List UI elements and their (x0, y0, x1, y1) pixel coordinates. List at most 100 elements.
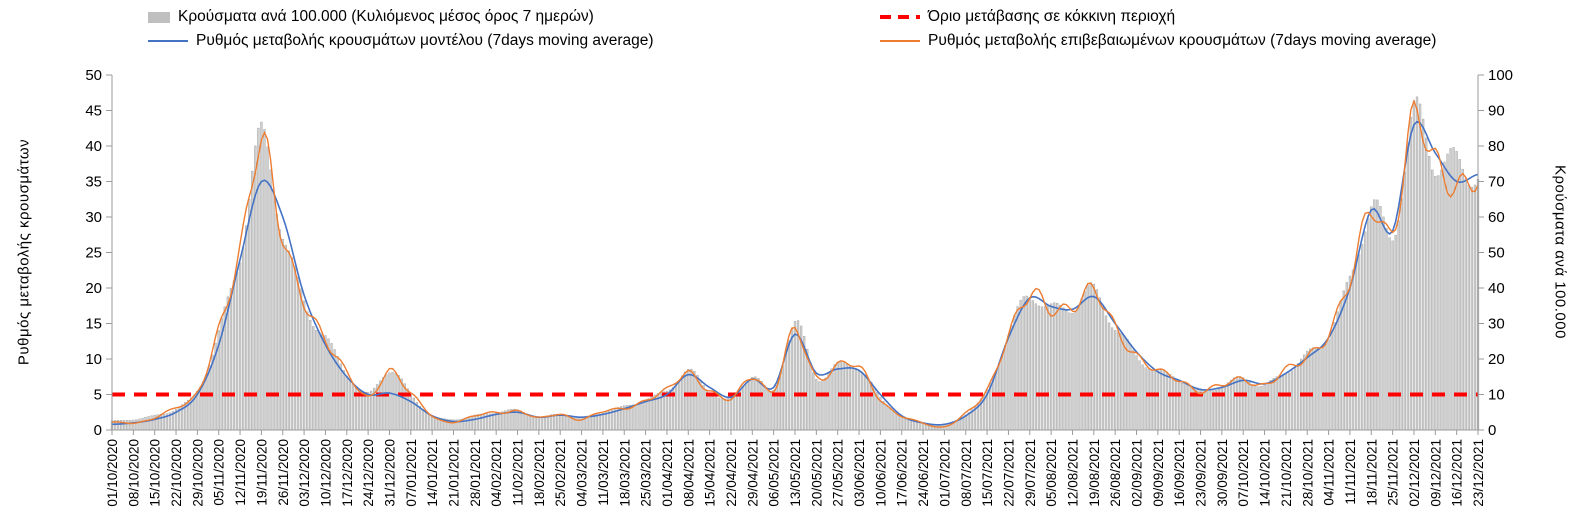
legend-label-cases-bars: Κρούσματα ανά 100.000 (Κυλιόμενος μέσος … (178, 8, 594, 25)
x-axis-tick-label: 07/01/2021 (404, 439, 419, 507)
x-axis-tick-label: 16/12/2021 (1450, 439, 1465, 507)
x-axis-tick-label: 01/07/2021 (937, 439, 952, 507)
threshold-legend-swatch-icon (880, 15, 920, 19)
x-axis-tick-label: 22/10/2020 (169, 439, 184, 507)
x-axis-tick-label: 19/08/2021 (1087, 439, 1102, 507)
right-axis-title: Κρούσματα ανά 100.000 (1551, 165, 1569, 339)
x-axis-tick-label: 09/09/2021 (1151, 439, 1166, 507)
x-axis-tick-label: 02/12/2021 (1407, 439, 1422, 507)
right-axis-tick-label: 80 (1488, 138, 1505, 155)
right-axis-tick-label: 40 (1488, 280, 1505, 297)
right-axis-tick-label: 60 (1488, 209, 1505, 226)
x-axis-tick-label: 25/02/2021 (553, 439, 568, 507)
x-axis-tick-label: 21/01/2021 (447, 439, 462, 507)
left-axis-tick-label: 25 (85, 245, 102, 262)
x-axis-tick-label: 05/08/2021 (1044, 439, 1059, 507)
left-axis-tick-label: 20 (85, 280, 102, 297)
legend-label-threshold: Όριο μετάβασης σε κόκκινη περιοχή (928, 8, 1176, 25)
legend-label-confirmed-line: Ρυθμός μεταβολής επιβεβαιωμένων κρουσμάτ… (928, 32, 1437, 49)
x-axis-tick-label: 23/12/2021 (1471, 439, 1486, 507)
x-axis-tick-label: 26/08/2021 (1108, 439, 1123, 507)
x-axis-tick-label: 28/01/2021 (468, 439, 483, 507)
x-axis-tick-label: 11/02/2021 (511, 439, 526, 506)
legend-item-threshold: Όριο μετάβασης σε κόκκινη περιοχή (880, 8, 1436, 26)
x-axis-tick-label: 08/04/2021 (681, 439, 696, 507)
model-line (111, 120, 1479, 426)
right-axis-tick-label: 50 (1488, 245, 1505, 262)
x-axis-tick-label: 11/03/2021 (596, 439, 611, 506)
right-axis-tick-label: 0 (1488, 422, 1496, 439)
x-axis-tick-label: 25/03/2021 (639, 439, 654, 507)
x-axis-tick-label: 03/06/2021 (852, 439, 867, 507)
x-axis-tick-label: 17/12/2020 (340, 439, 355, 507)
legend-label-model-line: Ρυθμός μεταβολής κρουσμάτων μοντέλου (7d… (196, 32, 654, 49)
x-axis-tick-label: 06/05/2021 (767, 439, 782, 507)
x-axis-tick-label: 15/07/2021 (980, 439, 995, 507)
x-axis-tick-label: 31/12/2020 (382, 439, 397, 507)
x-axis-tick-label: 07/10/2021 (1236, 439, 1251, 507)
x-axis-tick-label: 25/11/2021 (1386, 439, 1401, 506)
x-axis-tick-label: 20/05/2021 (809, 439, 824, 507)
x-axis-tick-label: 24/12/2020 (361, 439, 376, 507)
x-axis-tick-label: 02/09/2021 (1130, 439, 1145, 507)
x-axis-tick-label: 12/11/2020 (233, 439, 248, 506)
x-axis-tick-label: 18/02/2021 (532, 439, 547, 507)
x-axis-tick-label: 01/04/2021 (660, 439, 675, 507)
x-axis-tick-label: 09/12/2021 (1428, 439, 1443, 507)
left-axis-tick-label: 30 (85, 209, 102, 226)
legend-item-confirmed-line: Ρυθμός μεταβολής επιβεβαιωμένων κρουσμάτ… (880, 32, 1436, 50)
bars-legend-swatch-icon (148, 11, 170, 23)
x-axis-tick-label: 19/11/2020 (254, 439, 269, 506)
left-axis-tick-label: 40 (85, 138, 102, 155)
x-axis-tick-label: 10/06/2021 (873, 439, 888, 507)
left-axis-tick-label: 50 (85, 67, 102, 84)
x-axis-tick-label: 22/04/2021 (724, 439, 739, 507)
x-axis-tick-label: 03/12/2020 (297, 439, 312, 507)
x-axis-tick-label: 18/03/2021 (617, 439, 632, 507)
x-axis-tick-label: 08/10/2020 (126, 439, 141, 507)
x-axis-tick-label: 16/09/2021 (1172, 439, 1187, 507)
tick-labels: 0 5 10 15 20 25 30 35 40 45 50 0 10 20 30 40 50 60 70 80 90 1… (85, 67, 1513, 507)
x-axis-tick-label: 18/11/2021 (1364, 439, 1379, 506)
x-axis-tick-label: 26/11/2020 (276, 439, 291, 506)
right-axis-tick-label: 90 (1488, 103, 1505, 120)
x-axis-tick-label: 01/10/2020 (105, 439, 120, 507)
left-axis-tick-label: 15 (85, 316, 102, 333)
x-axis-tick-label: 15/10/2020 (148, 439, 163, 507)
x-axis-tick-label: 04/02/2021 (489, 439, 504, 507)
left-axis-title: Ρυθμός μεταβολής κρουσμάτων (15, 138, 33, 366)
x-axis-tick-label: 14/01/2021 (425, 439, 440, 507)
x-axis-tick-label: 27/05/2021 (831, 439, 846, 507)
x-axis-tick-label: 15/04/2021 (703, 439, 718, 507)
x-axis-tick-label: 28/10/2021 (1300, 439, 1315, 507)
x-axis-tick-label: 29/04/2021 (745, 439, 760, 507)
chart-legend: Κρούσματα ανά 100.000 (Κυλιόμενος μέσος … (148, 8, 1436, 50)
x-axis-tick-label: 30/09/2021 (1215, 439, 1230, 507)
x-axis-tick-label: 05/11/2020 (212, 439, 227, 506)
legend-item-model-line: Ρυθμός μεταβολής κρουσμάτων μοντέλου (7d… (148, 32, 880, 50)
right-axis-tick-label: 20 (1488, 351, 1505, 368)
x-axis-tick-label: 12/08/2021 (1065, 439, 1080, 507)
x-axis-tick-label: 23/09/2021 (1194, 439, 1209, 507)
right-axis-tick-label: 100 (1488, 67, 1513, 84)
x-axis-tick-label: 29/10/2020 (190, 439, 205, 507)
right-axis-tick-label: 30 (1488, 316, 1505, 333)
x-axis-tick-label: 22/07/2021 (1001, 439, 1016, 507)
x-axis-tick-label: 04/11/2021 (1322, 439, 1337, 506)
x-axis-tick-label: 04/03/2021 (575, 439, 590, 507)
confirmed-line (111, 99, 1479, 428)
left-axis-tick-label: 0 (94, 422, 102, 439)
x-axis-tick-label: 14/10/2021 (1258, 439, 1273, 507)
x-axis-tick-label: 11/11/2021 (1343, 439, 1358, 505)
left-axis-tick-label: 45 (85, 103, 102, 120)
x-axis-tick-label: 21/10/2021 (1279, 439, 1294, 507)
left-axis-tick-label: 5 (94, 387, 102, 404)
x-axis-tick-label: 24/06/2021 (916, 439, 931, 507)
model-line-legend-swatch-icon (148, 40, 188, 42)
right-axis-tick-label: 10 (1488, 387, 1505, 404)
x-axis-tick-label: 13/05/2021 (788, 439, 803, 507)
left-axis-tick-label: 10 (85, 351, 102, 368)
legend-item-cases-bars: Κρούσματα ανά 100.000 (Κυλιόμενος μέσος … (148, 8, 880, 26)
x-axis-tick-label: 08/07/2021 (959, 439, 974, 507)
